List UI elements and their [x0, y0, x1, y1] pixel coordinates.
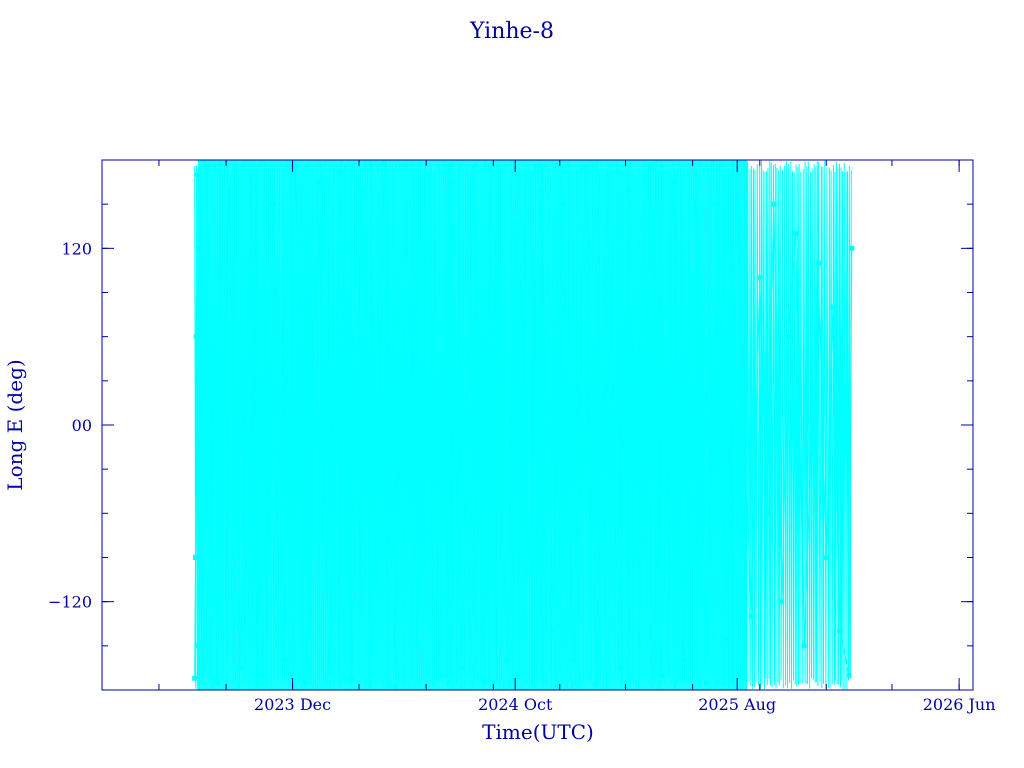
data-point-marker [437, 672, 443, 678]
data-point-marker [823, 555, 829, 560]
data-point-marker [193, 334, 199, 340]
data-point-marker [605, 172, 611, 178]
data-point-marker [226, 186, 232, 192]
data-point-marker [549, 628, 555, 634]
data-point-marker [426, 172, 432, 178]
data-point-marker [681, 658, 687, 664]
data-point-marker [741, 393, 747, 399]
y-axis-label: Long E (deg) [3, 359, 27, 490]
data-point-marker [748, 613, 754, 619]
data-point-marker [414, 643, 420, 649]
y-tick-label: −120 [48, 593, 92, 612]
data-point-marker [393, 684, 398, 690]
data-point-marker [515, 172, 521, 178]
data-point-marker [757, 275, 763, 281]
data-point-marker [504, 658, 510, 664]
y-tick-label: 00 [72, 416, 92, 435]
data-point-marker [193, 555, 198, 560]
data-point-marker [560, 201, 566, 207]
data-point-marker [482, 680, 488, 686]
data-point-marker [214, 680, 220, 686]
data-point-marker [195, 643, 201, 649]
data-point-marker [195, 245, 201, 251]
data-point-marker [659, 672, 665, 678]
x-tick-label: 2023 Dec [254, 695, 331, 714]
ticks-layer: 2023 Dec 2024 Oct 2025 Aug 2026 Jun 120 00 −12… [48, 160, 996, 714]
data-point-marker [271, 201, 277, 207]
data-point-marker [734, 172, 740, 178]
data-point-marker [625, 186, 631, 192]
data-point-marker [763, 510, 769, 516]
data-point-marker [801, 643, 807, 649]
data-point-marker [785, 334, 791, 340]
data-point-marker [282, 658, 287, 664]
data-point-marker [448, 179, 454, 185]
data-point-marker [616, 665, 622, 671]
x-tick-label: 2025 Aug [698, 695, 776, 714]
data-point-marker [771, 201, 777, 207]
data-point-marker [815, 260, 821, 266]
data-point-marker [192, 675, 198, 681]
x-tick-label: 2026 Jun [923, 695, 996, 714]
series-layer [192, 160, 855, 690]
data-point-marker [259, 672, 265, 678]
data-point-marker [526, 569, 532, 575]
data-point-marker [670, 179, 676, 185]
data-point-marker [203, 164, 209, 170]
data-point-marker [459, 665, 465, 671]
data-point-marker [237, 665, 243, 671]
data-point-marker [582, 164, 588, 170]
series-line [194, 162, 853, 688]
data-point-marker [293, 164, 298, 170]
data-point-marker [403, 201, 409, 207]
data-point-marker [538, 186, 544, 192]
data-point-marker [370, 650, 376, 656]
data-point-marker [715, 201, 720, 207]
data-point-marker [648, 164, 654, 170]
data-point-marker [471, 164, 477, 170]
data-point-marker [793, 231, 799, 237]
data-point-marker [493, 245, 499, 251]
x-tick-label: 2024 Oct [478, 695, 553, 714]
data-point-marker [315, 179, 321, 185]
y-tick-label: 120 [61, 239, 92, 258]
data-point-marker [725, 636, 731, 641]
data-point-marker [837, 628, 843, 634]
data-point-marker [593, 680, 599, 686]
chart-title: Yinhe-8 [469, 19, 554, 44]
data-point-marker [197, 584, 203, 590]
data-point-marker [359, 186, 365, 192]
data-point-marker [382, 160, 387, 166]
data-point-marker [194, 172, 200, 178]
data-point-marker [248, 172, 254, 178]
data-point-marker [849, 245, 855, 251]
x-axis-label: Time(UTC) [482, 720, 594, 744]
data-point-marker [636, 643, 642, 649]
data-point-marker [571, 658, 577, 664]
data-point-marker [808, 451, 814, 457]
series-oscillation-line [194, 160, 852, 690]
data-point-marker [704, 680, 709, 686]
data-point-marker [693, 172, 699, 178]
data-point-marker [779, 599, 785, 605]
data-point-marker [830, 304, 836, 310]
data-point-marker [326, 669, 332, 675]
data-point-marker [349, 675, 355, 681]
data-point-marker [338, 169, 344, 175]
data-point-marker [303, 680, 309, 686]
data-point-marker [846, 672, 852, 678]
